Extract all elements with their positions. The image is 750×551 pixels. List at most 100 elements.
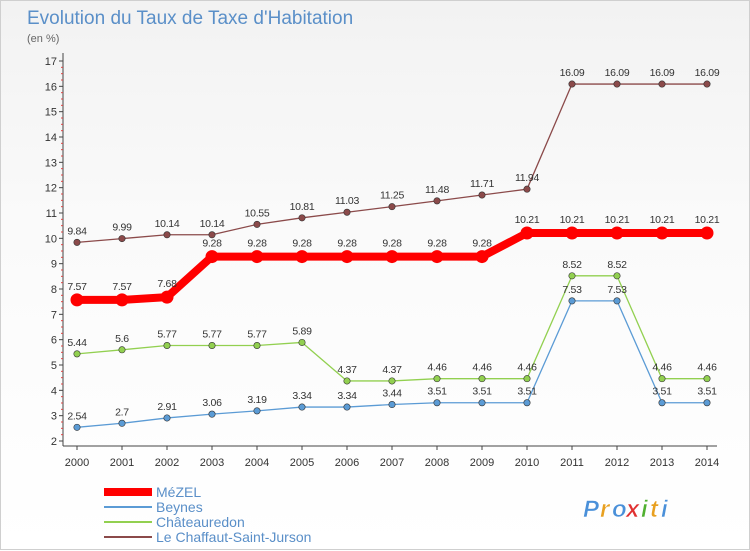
- data-label: 3.19: [247, 394, 267, 406]
- data-label: 10.21: [650, 214, 675, 226]
- data-point: [118, 235, 126, 243]
- data-point: [343, 377, 351, 385]
- data-label: 4.46: [517, 362, 537, 374]
- y-tick-label: 6: [51, 335, 57, 347]
- chart-title: Evolution du Taux de Taxe d'Habitation: [27, 8, 353, 29]
- logo-letter: x: [624, 496, 641, 523]
- axes: 2 3 4 5 6 7 8 9 10 11 12 13 14 15 16 17 2000 2001 2002 2003…: [45, 53, 719, 469]
- data-label: 5.44: [67, 337, 87, 349]
- data-point: [163, 231, 171, 239]
- data-point: [208, 231, 216, 239]
- y-tick-label: 9: [51, 259, 57, 271]
- legend-item: MéZEL: [104, 484, 201, 500]
- y-tick-label: 15: [45, 107, 57, 119]
- data-point: [163, 414, 171, 422]
- data-label: 2.7: [115, 406, 129, 418]
- data-label: 3.06: [202, 397, 222, 409]
- y-tick-label: 3: [51, 411, 57, 423]
- data-point: [73, 423, 81, 431]
- data-label: 5.77: [157, 328, 177, 340]
- data-label: 4.46: [472, 362, 492, 374]
- data-label: 5.77: [247, 328, 267, 340]
- data-label: 4.46: [697, 362, 717, 374]
- data-label: 16.09: [560, 67, 585, 79]
- data-label: 16.09: [650, 67, 675, 79]
- data-point: [253, 341, 261, 349]
- data-label: 3.51: [697, 386, 717, 398]
- data-label: 16.09: [695, 67, 720, 79]
- data-label: 7.57: [67, 281, 87, 293]
- data-point: [73, 238, 81, 246]
- data-label: 7.57: [112, 281, 132, 293]
- data-label: 5.77: [202, 328, 222, 340]
- data-point: [568, 272, 576, 280]
- data-label: 3.51: [472, 386, 492, 398]
- y-tick-label: 2: [51, 436, 57, 448]
- data-point: [433, 197, 441, 205]
- data-label: 3.44: [382, 388, 402, 400]
- data-point: [523, 185, 531, 193]
- legend-label: Beynes: [156, 499, 203, 515]
- data-point: [658, 375, 666, 383]
- x-tick-label: 2007: [380, 457, 404, 469]
- data-point: [613, 80, 621, 88]
- data-point: [298, 214, 306, 222]
- data-label: 10.55: [245, 207, 270, 219]
- data-point: [520, 226, 534, 240]
- data-point: [298, 338, 306, 346]
- data-point: [298, 403, 306, 411]
- data-label: 9.28: [337, 238, 357, 250]
- logo-letter: i: [661, 496, 669, 523]
- data-point: [658, 80, 666, 88]
- data-point: [343, 403, 351, 411]
- data-label: 10.21: [560, 214, 585, 226]
- data-point: [523, 375, 531, 383]
- data-label: 9.28: [202, 238, 222, 250]
- data-point: [478, 375, 486, 383]
- data-label: 3.34: [292, 390, 312, 402]
- x-tick-label: 2003: [200, 457, 224, 469]
- x-tick-label: 2001: [110, 457, 134, 469]
- data-label: 4.46: [427, 362, 447, 374]
- chart-subtitle: (en %): [27, 33, 59, 45]
- data-label: 7.53: [562, 284, 582, 296]
- logo-letter: i: [641, 496, 649, 523]
- data-point: [475, 250, 489, 264]
- data-label: 10.21: [605, 214, 630, 226]
- series-3: 9.84 9.99 10.14 10.14 10.55 10.81 11.03 11.25 11…: [67, 67, 720, 246]
- data-point: [433, 375, 441, 383]
- data-point: [478, 191, 486, 199]
- x-tick-label: 2011: [560, 457, 584, 469]
- data-point: [703, 399, 711, 407]
- y-tick-label: 10: [45, 233, 57, 245]
- data-point: [568, 80, 576, 88]
- y-tick-label: 5: [51, 360, 57, 372]
- y-tick-label: 11: [46, 208, 57, 220]
- x-tick-label: 2005: [290, 457, 314, 469]
- series-0: 7.57 7.57 7.68 9.28 9.28 9.28 9.28 9.28 9.28 9.28…: [67, 214, 720, 307]
- data-label: 10.21: [695, 214, 720, 226]
- data-label: 11.03: [335, 195, 359, 207]
- data-label: 3.34: [337, 390, 357, 402]
- data-point: [523, 399, 531, 407]
- data-label: 5.6: [115, 333, 129, 345]
- data-point: [388, 401, 396, 409]
- data-label: 10.21: [515, 214, 540, 226]
- logo-letter: t: [650, 496, 659, 523]
- data-label: 9.28: [292, 238, 312, 250]
- data-point: [205, 250, 219, 264]
- data-point: [253, 407, 261, 415]
- data-label: 9.28: [427, 238, 447, 250]
- y-tick-label: 13: [45, 157, 57, 169]
- data-point: [613, 272, 621, 280]
- data-point: [253, 220, 261, 228]
- data-point: [700, 226, 714, 240]
- x-tick-label: 2000: [65, 457, 89, 469]
- data-point: [388, 377, 396, 385]
- data-label: 2.91: [157, 401, 177, 413]
- y-tick-label: 8: [51, 284, 57, 296]
- data-point: [115, 293, 129, 307]
- data-label: 2.54: [67, 410, 87, 422]
